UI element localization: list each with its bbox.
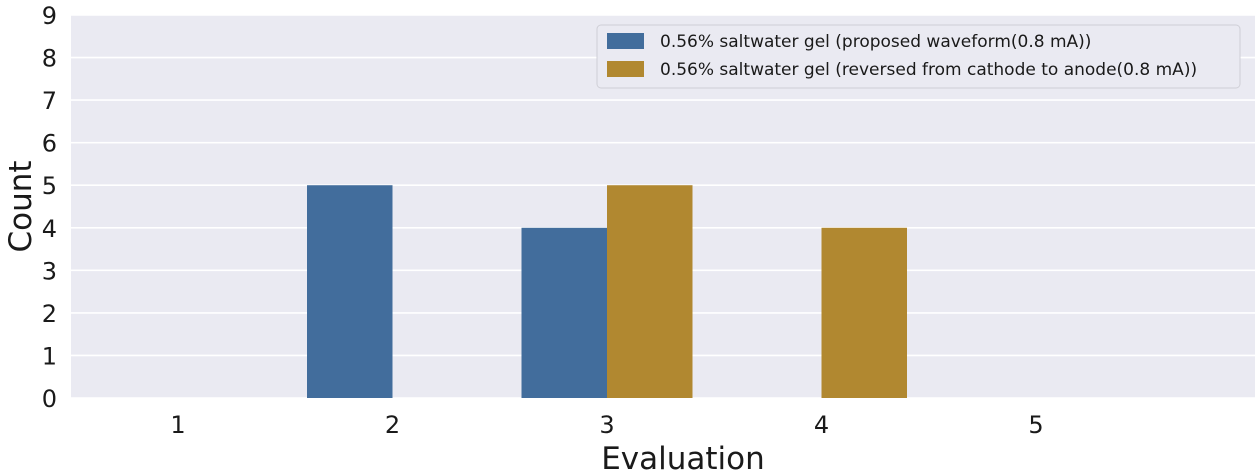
x-axis-label: Evaluation: [601, 441, 765, 475]
x-axis-ticks: 1 2 3 4 5: [170, 411, 1043, 439]
y-tick-label: 9: [42, 2, 57, 30]
legend-swatch-proposed: [607, 33, 644, 49]
y-tick-label: 6: [42, 130, 57, 158]
x-tick-label: 4: [814, 411, 829, 439]
x-tick-label: 2: [385, 411, 400, 439]
x-tick-label: 1: [170, 411, 185, 439]
y-tick-label: 3: [42, 257, 57, 285]
legend: 0.56% saltwater gel (proposed waveform(0…: [596, 24, 1241, 89]
y-tick-label: 1: [42, 342, 57, 370]
y-axis-label: Count: [3, 160, 39, 252]
y-tick-label: 7: [42, 87, 57, 115]
legend-box: [596, 24, 1241, 89]
bar-proposed-eval-2: [307, 185, 393, 398]
y-axis-ticks: 0 1 2 3 4 5 6 7 8 9: [42, 2, 57, 413]
bar-proposed-eval-3: [521, 227, 607, 398]
bars: [307, 185, 907, 398]
legend-label-reversed: 0.56% saltwater gel (reversed from catho…: [660, 60, 1197, 80]
y-tick-label: 5: [42, 172, 57, 200]
y-tick-label: 4: [42, 215, 57, 243]
legend-label-proposed: 0.56% saltwater gel (proposed waveform(0…: [660, 32, 1091, 52]
y-tick-label: 2: [42, 300, 57, 328]
legend-swatch-reversed: [607, 61, 644, 77]
bar-reversed-eval-3: [607, 185, 693, 398]
y-tick-label: 0: [42, 385, 57, 413]
y-tick-label: 8: [42, 45, 57, 73]
x-tick-label: 5: [1028, 411, 1043, 439]
bar-reversed-eval-4: [821, 227, 907, 398]
x-tick-label: 3: [599, 411, 614, 439]
